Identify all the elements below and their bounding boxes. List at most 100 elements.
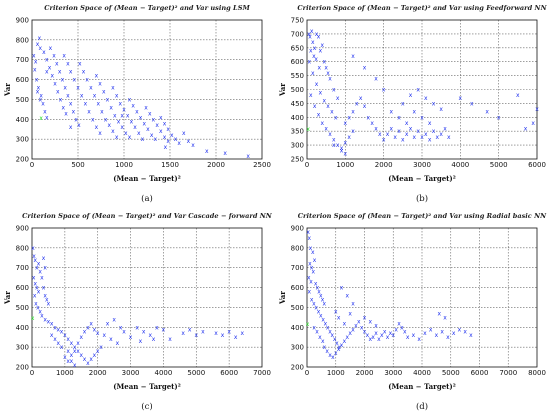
data-point: x <box>33 293 37 300</box>
data-point: x <box>428 137 432 144</box>
data-point: x <box>48 65 52 72</box>
data-point: x <box>321 316 325 323</box>
data-point: x <box>93 326 97 333</box>
y-tick-label: 900 <box>16 17 29 25</box>
data-point: x <box>397 114 401 121</box>
data-point: x <box>347 114 351 121</box>
data-point: x <box>89 320 93 327</box>
y-tick-label: 800 <box>16 36 29 44</box>
data-point: x <box>463 328 467 335</box>
data-point: x <box>310 296 314 303</box>
data-point: x <box>59 96 63 103</box>
x-tick-label: 0 <box>305 161 309 169</box>
data-point: x <box>322 59 326 66</box>
x-tick-label: 1500 <box>161 161 179 169</box>
data-point: x <box>43 108 47 115</box>
data-point: x <box>326 70 330 77</box>
x-axis-label: (Mean − Target)² <box>113 382 181 391</box>
y-tick-label: 300 <box>291 344 304 352</box>
data-point: x <box>76 85 80 92</box>
data-point: x <box>50 332 54 339</box>
data-point: x <box>142 328 146 335</box>
data-point: x <box>153 136 157 143</box>
data-point: x <box>41 100 45 107</box>
data-point: x <box>424 95 428 102</box>
data-point: x <box>35 285 39 292</box>
data-point: x <box>429 326 433 333</box>
data-point: x <box>348 310 352 317</box>
data-point: x <box>535 106 539 113</box>
data-point: x <box>43 265 47 272</box>
data-point: x <box>524 125 528 132</box>
data-point: x <box>321 296 325 303</box>
data-point: x <box>377 336 381 343</box>
data-point: x <box>322 344 326 351</box>
data-point: x <box>319 312 323 319</box>
data-point: x <box>80 352 84 359</box>
data-point: x <box>163 120 167 127</box>
data-point: x <box>95 124 99 131</box>
data-point: x <box>351 326 355 333</box>
data-point: x <box>340 285 344 292</box>
x-tick-label: 2500 <box>253 161 271 169</box>
data-point: x <box>166 138 170 145</box>
data-point: x <box>315 328 319 335</box>
data-point: x <box>139 338 143 345</box>
data-point: x <box>89 85 93 92</box>
x-tick-label: 0 <box>30 161 34 169</box>
data-point: x <box>469 332 473 339</box>
data-point: x <box>70 340 74 347</box>
data-point: x <box>128 134 132 141</box>
data-point: x <box>163 134 167 141</box>
data-point: x <box>337 314 341 321</box>
data-point: x <box>390 109 394 116</box>
data-point: x <box>66 358 70 365</box>
data-point: x <box>306 229 310 236</box>
data-point: x <box>403 328 407 335</box>
data-point: x <box>333 336 337 343</box>
data-point: x <box>111 85 115 92</box>
data-point: x <box>74 116 78 123</box>
data-point: x <box>34 300 38 307</box>
data-point: x <box>223 150 227 157</box>
data-point: x <box>447 134 451 141</box>
data-point: x <box>312 324 316 331</box>
x-tick-label: 2000 <box>356 369 374 377</box>
data-point: x <box>120 124 124 131</box>
data-point: x <box>70 358 74 365</box>
data-point: x <box>368 336 372 343</box>
data-point: x <box>311 39 315 46</box>
data-point: x <box>120 112 124 119</box>
data-point: x <box>91 116 95 123</box>
data-point: x <box>78 61 82 68</box>
data-point: x <box>413 134 417 141</box>
data-point: x <box>348 330 352 337</box>
data-point: x <box>61 104 65 111</box>
data-point: x <box>115 92 119 99</box>
data-point: x <box>107 122 111 129</box>
data-point: x <box>34 257 38 264</box>
x-tick-label: 1000 <box>327 369 345 377</box>
data-point: x <box>150 132 154 139</box>
data-point: x <box>89 356 93 363</box>
data-point: x <box>435 332 439 339</box>
panel-a: Criterion Space of (Mean − Target)² and … <box>0 0 275 207</box>
data-point: x <box>73 344 77 351</box>
x-tick-label: 5000 <box>442 369 460 377</box>
data-point: x <box>458 326 462 333</box>
y-tick-label: 600 <box>291 284 304 292</box>
data-point: x <box>322 98 326 105</box>
panel-d: Criterion Space of (Mean − Target)² and … <box>275 208 550 415</box>
data-point: x <box>129 334 133 341</box>
data-point: x <box>32 53 36 60</box>
data-point: x <box>82 69 86 76</box>
data-point: x <box>359 95 363 102</box>
data-point: x <box>389 330 393 337</box>
data-point: x <box>439 131 443 138</box>
data-point: x <box>374 125 378 132</box>
data-point: x <box>214 330 218 337</box>
data-point: x <box>436 134 440 141</box>
scatter-plot: Criterion Space of (Mean − Target)² and … <box>278 4 548 204</box>
data-point: x <box>351 109 355 116</box>
data-point: x <box>70 352 74 359</box>
